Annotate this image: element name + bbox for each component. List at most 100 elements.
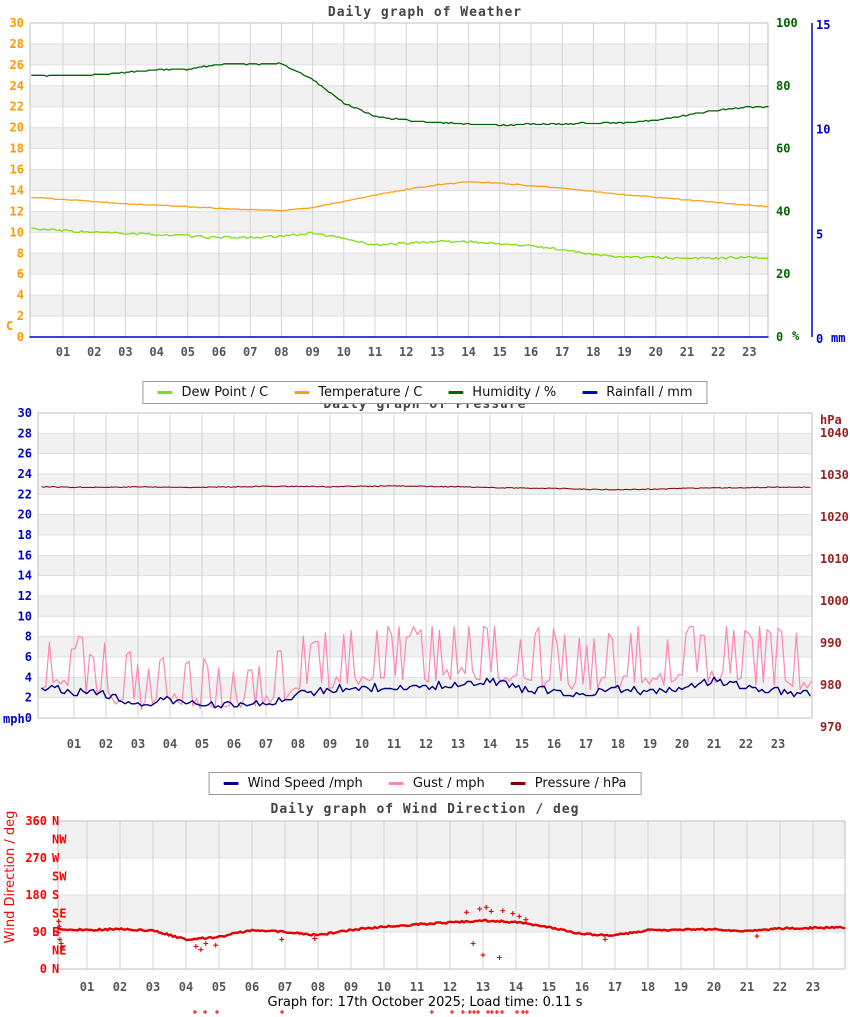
- compass-label: S: [52, 888, 59, 902]
- wind-direction-overflow-point: [494, 1010, 499, 1014]
- pressure-axis-tick-label: 1030: [820, 468, 849, 482]
- left-axis-tick-label: 20: [18, 508, 32, 522]
- plot-band: [30, 127, 768, 149]
- x-tick-label: 12: [443, 980, 457, 994]
- wind-direction-scatter-point: [55, 930, 61, 936]
- wind-direction-scatter-point: [203, 941, 209, 946]
- left-axis-tick-label: 10: [18, 609, 32, 623]
- wind-direction-overflow-point: [192, 1010, 197, 1014]
- compass-label: W: [52, 851, 60, 865]
- plot-band: [38, 433, 812, 454]
- pressure-wind-chart-legend: Wind Speed /mph Gust / mph Pressure / hPa: [208, 772, 642, 795]
- plot-band: [30, 295, 768, 317]
- x-tick-label: 19: [617, 345, 631, 359]
- pressure-line: [41, 485, 811, 491]
- left-axis-tick-label: 28: [18, 426, 32, 440]
- pressure-axis-tick-label: 970: [820, 720, 842, 734]
- pressure-axis-tick-label: 980: [820, 678, 842, 692]
- legend-swatch: [294, 391, 310, 394]
- x-tick-label: 03: [118, 345, 132, 359]
- wind-direction-chart-title: Daily graph of Wind Direction / deg: [270, 802, 580, 817]
- left-axis-tick-label: 20: [10, 121, 24, 135]
- pressure-axis-unit-label: hPa: [820, 413, 842, 427]
- left-axis-tick-label: 22: [18, 487, 32, 501]
- legend-item: Wind Speed /mph: [223, 776, 363, 791]
- wind-direction-scatter-point: [477, 906, 483, 912]
- plot-band: [30, 43, 768, 65]
- x-tick-label: 06: [212, 345, 226, 359]
- wind-direction-scatter-point: [602, 937, 608, 942]
- left-axis-tick-label: 24: [10, 79, 24, 93]
- x-tick-label: 04: [163, 737, 177, 751]
- pressure-axis-tick-label: 1040: [820, 426, 849, 440]
- wind-direction-scatter-point: [56, 923, 62, 929]
- wind-direction-scatter-point: [510, 911, 516, 916]
- x-tick-label: 20: [675, 737, 689, 751]
- x-tick-label: 23: [771, 737, 785, 751]
- wind-direction-scatter-point: [58, 941, 64, 946]
- pressure-axis-tick-label: 990: [820, 636, 842, 650]
- x-tick-label: 05: [212, 980, 226, 994]
- wind-speed-line: [41, 676, 811, 709]
- left-axis-tick-label: 8: [17, 246, 24, 260]
- rain-axis-tick-label: 15: [816, 18, 830, 32]
- x-tick-label: 07: [278, 980, 292, 994]
- left-axis-tick-label: 26: [10, 58, 24, 72]
- x-tick-label: 23: [742, 345, 756, 359]
- wind-direction-line: [56, 918, 846, 942]
- compass-label: NE: [52, 944, 66, 958]
- humidity-line: [31, 62, 769, 127]
- legend-swatch: [582, 391, 598, 394]
- weather-chart-legend: Dew Point / C Temperature / C Humidity / %…: [142, 381, 708, 404]
- x-tick-label: 22: [739, 737, 753, 751]
- wind-direction-scatter-point: [754, 933, 760, 939]
- legend-label: Rainfall / mm: [606, 385, 693, 400]
- left-axis-tick-label: 0: [25, 711, 32, 725]
- wind-direction-overflow-point: [467, 1010, 472, 1014]
- x-tick-label: 20: [707, 980, 721, 994]
- legend-swatch: [157, 391, 173, 394]
- humidity-axis-unit-label: %: [792, 329, 800, 343]
- wind-direction-scatter-point: [500, 908, 506, 914]
- x-tick-label: 10: [337, 345, 351, 359]
- plot-band: [58, 821, 845, 858]
- left-axis-unit-label: mph: [3, 712, 25, 726]
- legend-label: Temperature / C: [318, 385, 423, 400]
- pressure-axis-tick-label: 1020: [820, 510, 849, 524]
- wind-direction-scatter-point: [497, 955, 502, 960]
- x-tick-label: 04: [179, 980, 193, 994]
- legend-swatch: [223, 782, 239, 785]
- wind-direction-overflow-point: [460, 1010, 465, 1014]
- legend-label: Humidity / %: [472, 385, 557, 400]
- wind-direction-overflow-point: [280, 1010, 285, 1014]
- left-axis-tick-label: 18: [18, 528, 32, 542]
- legend-item: Pressure / hPa: [510, 776, 626, 791]
- left-axis-tick-label: 24: [18, 467, 32, 481]
- wind-direction-scatter-point: [516, 913, 522, 919]
- left-axis-tick-label: 10: [10, 225, 24, 239]
- wind-direction-scatter-point: [279, 937, 285, 942]
- wind-direction-overflow-point: [500, 1010, 505, 1014]
- wind-direction-overflow-point: [449, 1010, 454, 1014]
- x-tick-label: 11: [387, 737, 401, 751]
- plot-band: [38, 596, 812, 617]
- x-tick-label: 03: [146, 980, 160, 994]
- left-axis-tick-label: 22: [10, 100, 24, 114]
- left-axis-tick-label: 14: [10, 183, 24, 197]
- left-axis-tick-label: 12: [18, 589, 32, 603]
- wind-direction-scatter-point: [59, 945, 65, 951]
- compass-label: N: [52, 962, 59, 976]
- plot-border: [57, 820, 846, 970]
- x-tick-label: 03: [131, 737, 145, 751]
- plot-band: [30, 169, 768, 191]
- rain-axis-tick-label: 10: [816, 123, 830, 137]
- x-tick-label: 09: [323, 737, 337, 751]
- x-tick-label: 13: [451, 737, 465, 751]
- pressure-wind-chart: 024681012141618202224262830mphhPa1040103…: [3, 406, 849, 751]
- rain-axis-unit-label: mm: [831, 331, 845, 345]
- x-tick-label: 14: [461, 345, 475, 359]
- y-axis-title: Wind Direction / deg: [3, 811, 18, 944]
- compass-label: N: [52, 814, 59, 828]
- left-axis-tick-label: 14: [18, 569, 32, 583]
